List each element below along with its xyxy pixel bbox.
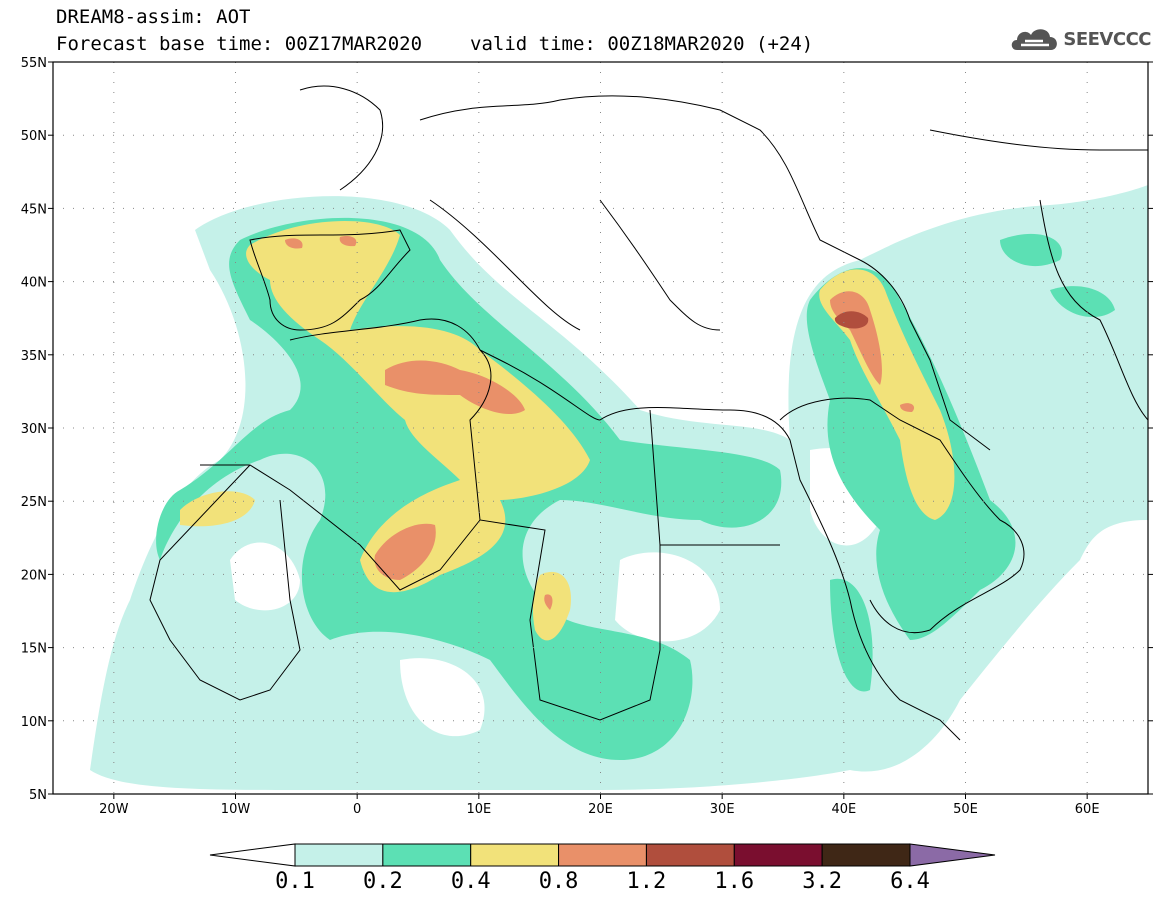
lon-label: 40E [831,802,856,817]
colorbar-label: 0.8 [539,869,579,894]
colorbar-segment [733,843,823,867]
logo-text: SEEVCCC [1063,28,1151,50]
lat-label: 15N [21,642,47,657]
cloud-icon [1012,29,1058,50]
base-time-label: Forecast base time: 00Z17MAR2020 [56,33,423,55]
lon-label: 30E [710,802,735,817]
colorbar-label: 3.2 [802,869,842,894]
colorbar-label: 0.2 [363,869,403,894]
lon-label: 10W [221,802,251,817]
seevccc-logo: SEEVCCC [1009,24,1151,54]
colorbar-segment [382,843,472,867]
map-time-info: Forecast base time: 00Z17MAR2020 valid ti… [56,33,813,55]
aot-field [90,85,1148,790]
colorbar-label: 0.4 [451,869,491,894]
lat-label: 20N [21,568,47,583]
colorbar-segment [209,843,296,867]
colorbar-segment [294,843,384,867]
country-borders [149,85,1148,741]
lat-label: 10N [21,715,47,730]
colorbar-segment [645,843,735,867]
lon-label: 0 [353,802,361,817]
colorbar-segment [821,843,911,867]
colorbar-label: 1.2 [627,869,667,894]
valid-time-label: valid time: 00Z18MAR2020 (+24) [470,33,814,55]
lon-label: 50E [953,802,978,817]
lat-label: 45N [21,202,47,217]
map-grid [53,62,1148,794]
lat-label: 50N [21,129,47,144]
map-title: DREAM8-assim: AOT [56,6,251,28]
lat-label: 25N [21,495,47,510]
latitude-labels: 55N 50N 45N 40N 35N 30N 25N 20N 15N 10N 5N [21,56,47,803]
colorbar-label: 6.4 [890,869,930,894]
colorbar-segment [470,843,560,867]
colorbar-label: 0.1 [275,869,315,894]
axis-ticks [48,61,1153,799]
lat-label: 30N [21,422,47,437]
lat-label: 35N [21,349,47,364]
lat-label: 5N [29,788,47,803]
lon-label: 20W [99,802,129,817]
lon-label: 20E [588,802,613,817]
colorbar-segment [558,843,647,867]
longitude-labels: 20W 10W 0 10E 20E 30E 40E 50E 60E [99,802,1099,817]
colorbar-segment [909,843,996,867]
lon-label: 10E [466,802,491,817]
lon-label: 60E [1075,802,1100,817]
lat-label: 55N [21,56,47,71]
lat-label: 40N [21,276,47,291]
colorbar-label: 1.6 [714,869,754,894]
colorbar: 0.1 0.2 0.4 0.8 1.2 1.6 3.2 6.4 [209,843,996,894]
